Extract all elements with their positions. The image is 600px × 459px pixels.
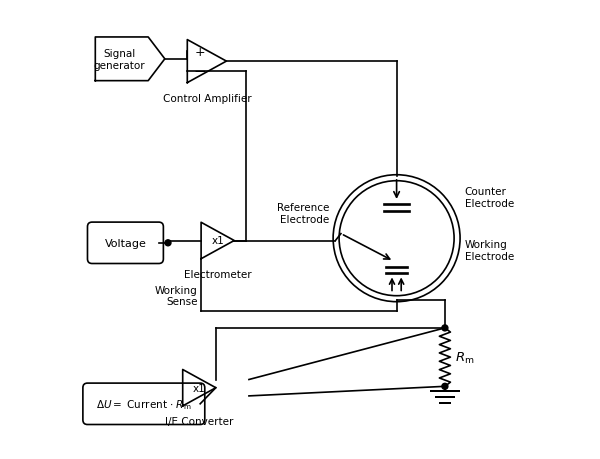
Text: Working
Electrode: Working Electrode <box>464 240 514 261</box>
Text: Signal
generator: Signal generator <box>93 49 145 70</box>
FancyBboxPatch shape <box>88 223 163 264</box>
Text: Working
Sense: Working Sense <box>155 285 197 307</box>
Text: +: + <box>194 46 205 59</box>
Text: I/E Converter: I/E Converter <box>165 416 233 426</box>
Text: $\Delta U = $ Current $\cdot$ $R_\mathrm{m}$: $\Delta U = $ Current $\cdot$ $R_\mathrm… <box>96 397 191 411</box>
Text: x1: x1 <box>193 383 206 393</box>
FancyBboxPatch shape <box>83 383 205 425</box>
Text: Control Amplifier: Control Amplifier <box>163 94 251 103</box>
Text: x1: x1 <box>211 236 224 246</box>
Circle shape <box>442 325 448 331</box>
Text: −: − <box>193 64 206 79</box>
Text: Reference
Electrode: Reference Electrode <box>277 203 329 224</box>
Circle shape <box>442 384 448 389</box>
Text: Voltage: Voltage <box>104 238 146 248</box>
Text: $R_\mathrm{m}$: $R_\mathrm{m}$ <box>455 350 475 365</box>
Circle shape <box>165 241 171 246</box>
Text: Counter
Electrode: Counter Electrode <box>464 187 514 208</box>
Text: Electrometer: Electrometer <box>184 269 251 279</box>
